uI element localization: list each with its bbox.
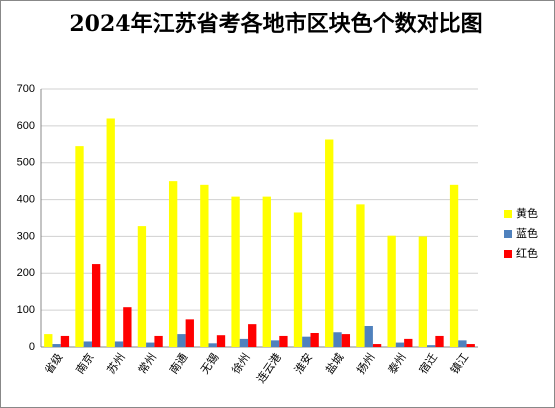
bar [356, 204, 365, 347]
bar [60, 335, 70, 347]
chart-title: 2024年江苏省考各地市区块色个数对比图 [69, 11, 483, 37]
bar [52, 344, 61, 347]
y-tick-label: 300 [17, 230, 35, 242]
bar [427, 345, 436, 347]
bar [239, 338, 249, 347]
x-tick-label: 盐城 [323, 351, 346, 376]
legend-swatch [504, 210, 512, 218]
bar [137, 226, 147, 347]
y-tick-label: 0 [29, 341, 35, 353]
x-tick-label: 宿迁 [416, 350, 440, 376]
bar [231, 196, 240, 347]
bar [114, 341, 124, 347]
bar [435, 335, 444, 347]
bar [325, 139, 334, 347]
bar [248, 324, 257, 347]
bar [185, 319, 194, 347]
bar [293, 212, 303, 347]
bar [44, 334, 53, 347]
bar [270, 340, 280, 347]
y-tick-label: 200 [17, 267, 35, 279]
legend-swatch [504, 250, 512, 258]
bar [404, 338, 413, 347]
x-tick-label: 徐州 [229, 350, 253, 376]
y-tick-label: 700 [17, 83, 35, 95]
x-tick-label: 常州 [136, 351, 159, 376]
bar [146, 342, 155, 347]
bar [123, 307, 132, 347]
legend-label: 红色 [516, 246, 538, 260]
bar [106, 118, 115, 347]
x-tick-label: 省级 [42, 351, 65, 376]
x-tick-label: 南京 [73, 350, 97, 376]
x-tick-label: 南通 [167, 351, 190, 376]
bar [262, 196, 271, 347]
x-tick-label: 镇江 [447, 350, 471, 376]
x-tick-label: 扬州 [354, 350, 378, 376]
bar [168, 181, 178, 347]
bar [458, 340, 467, 347]
bar [208, 343, 217, 347]
y-tick-label: 600 [17, 120, 35, 132]
bar [279, 335, 288, 347]
bar [333, 332, 342, 347]
bar [200, 184, 209, 347]
x-tick-label: 泰州 [385, 350, 409, 376]
x-tick-label: 连云港 [254, 351, 284, 385]
bar [341, 334, 351, 347]
x-tick-label: 淮安 [291, 350, 315, 376]
bar [449, 184, 459, 347]
legend-label: 黄色 [516, 206, 538, 220]
y-tick-label: 100 [17, 304, 35, 316]
bar [387, 235, 396, 347]
bar [83, 341, 92, 347]
legend-swatch [504, 230, 512, 238]
bar [310, 332, 319, 347]
y-tick-label: 500 [17, 157, 35, 169]
bar [154, 335, 163, 347]
y-tick-label: 400 [17, 193, 35, 205]
bar [466, 344, 475, 347]
bar [75, 146, 84, 347]
bar [91, 264, 101, 347]
legend-label: 蓝色 [516, 226, 538, 240]
bar [177, 334, 186, 347]
bar [302, 336, 311, 347]
bar [216, 335, 226, 347]
bar [395, 342, 405, 347]
bar [418, 236, 428, 347]
bar [364, 325, 373, 347]
x-tick-label: 无锡 [197, 350, 221, 376]
bar [372, 344, 382, 347]
x-tick-label: 苏州 [105, 351, 128, 376]
